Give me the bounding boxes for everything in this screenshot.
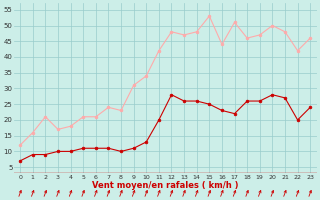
- X-axis label: Vent moyen/en rafales ( km/h ): Vent moyen/en rafales ( km/h ): [92, 181, 238, 190]
